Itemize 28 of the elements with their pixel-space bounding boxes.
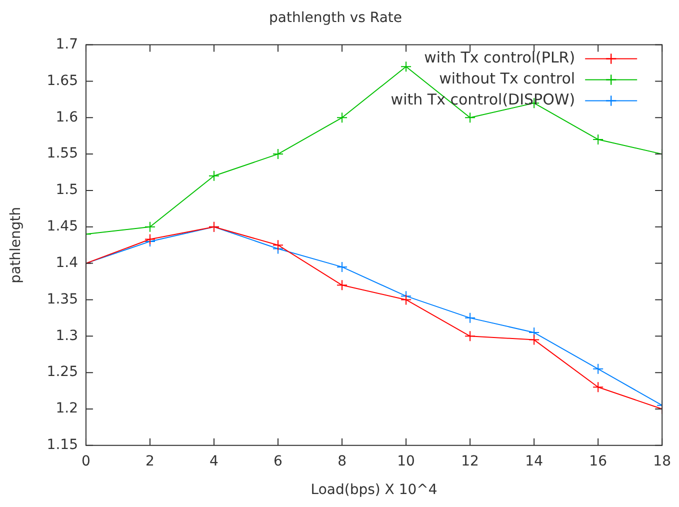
y-axis-title: pathlength [8,206,24,284]
y-tick-label: 1.6 [56,109,78,126]
y-tick-label: 1.15 [46,437,78,454]
x-tick-label: 4 [210,453,219,470]
x-tick-label: 16 [589,453,608,470]
y-tick-label: 1.7 [56,36,78,52]
x-tick-label: 8 [338,453,346,470]
x-tick-label: 10 [397,453,415,470]
legend-label: without Tx control [439,70,576,88]
y-tick-label: 1.2 [56,400,78,417]
y-tick-label: 1.45 [46,218,78,235]
y-tick-label: 1.5 [56,182,78,198]
chart-title: pathlength vs Rate [268,10,402,26]
y-tick-label: 1.35 [46,291,78,308]
x-tick-label: 2 [146,453,154,470]
x-tick-label: 0 [82,453,90,470]
x-tick-label: 14 [525,453,544,470]
legend-label: with Tx control(PLR) [424,48,576,67]
y-tick-label: 1.55 [46,146,78,162]
y-tick-label: 1.4 [56,254,78,271]
y-tick-label: 1.65 [46,72,78,89]
x-tick-label: 6 [274,453,283,470]
x-axis-title: Load(bps) X 10^4 [310,482,438,498]
y-tick-label: 1.25 [46,364,78,380]
y-tick-label: 1.3 [56,328,78,344]
x-tick-label: 18 [653,453,672,470]
legend-label: with Tx control(DISPOW) [390,90,576,109]
x-tick-label: 12 [461,453,479,470]
